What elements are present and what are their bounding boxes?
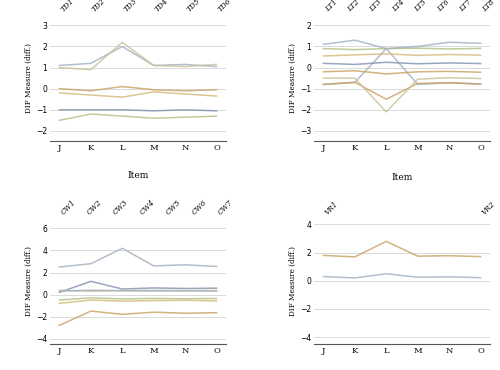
Y-axis label: DIF Measure (diff.): DIF Measure (diff.) bbox=[26, 43, 34, 113]
Y-axis label: DIF Measure (diff.): DIF Measure (diff.) bbox=[25, 246, 33, 316]
X-axis label: Item: Item bbox=[392, 173, 412, 182]
Y-axis label: DIF Measure (diff.): DIF Measure (diff.) bbox=[289, 246, 297, 316]
Y-axis label: DIF Measure (diff.): DIF Measure (diff.) bbox=[289, 43, 297, 113]
X-axis label: Item: Item bbox=[128, 171, 148, 181]
